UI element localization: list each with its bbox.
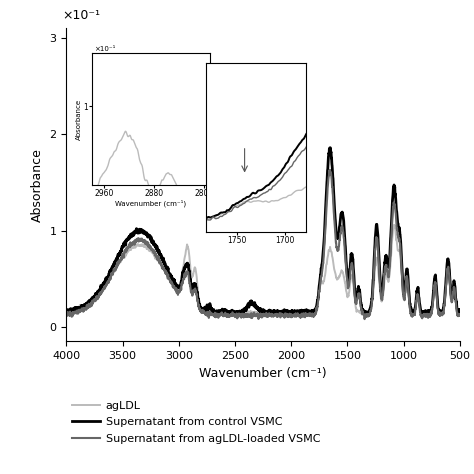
Y-axis label: Absorbance: Absorbance xyxy=(31,148,44,222)
X-axis label: Wavenumber (cm⁻¹): Wavenumber (cm⁻¹) xyxy=(199,366,327,380)
Text: ×10⁻¹: ×10⁻¹ xyxy=(63,9,100,22)
Legend: agLDL, Supernatant from control VSMC, Supernatant from agLDL-loaded VSMC: agLDL, Supernatant from control VSMC, Su… xyxy=(68,396,325,448)
